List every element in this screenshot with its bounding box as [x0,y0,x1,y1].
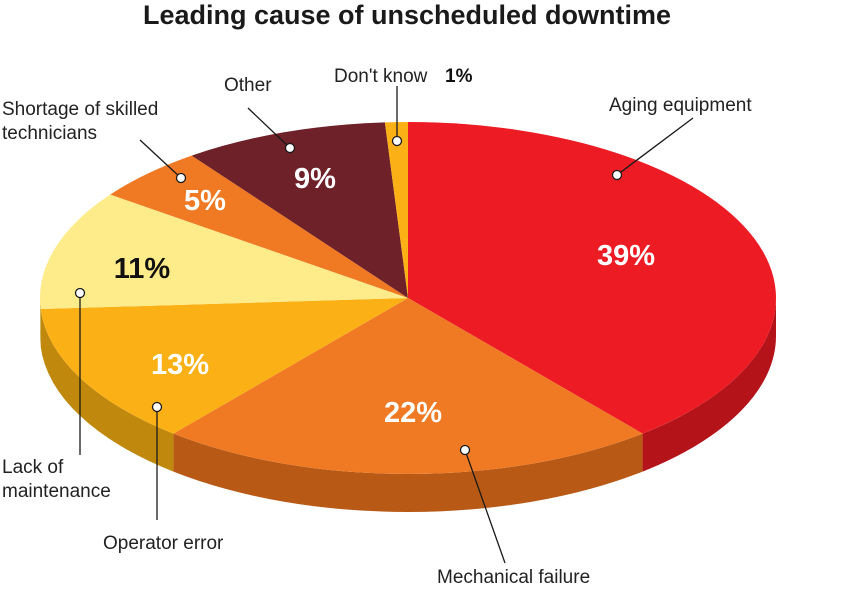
pie-side-aging-equipment [642,298,776,472]
percent-label-operator-error: 13% [151,349,209,381]
leader-dot-don-t-know [391,135,403,147]
leader-dot-shortage-of-skilled-technicians [175,172,187,184]
percent-label-other: 9% [294,163,336,195]
leader-lines [74,86,694,564]
leader-line-other [247,107,291,149]
pie-slice-mechanical-failure [173,298,643,474]
leader-dot-mechanical-failure [459,444,471,456]
percent-label-mechanical-failure: 22% [384,397,442,429]
slice-label-aging-equipment: Aging equipment [609,95,752,116]
slice-label-lack-of-maintenance: Lack of maintenance [2,457,111,502]
leader-line-mechanical-failure [464,449,506,564]
leader-dot-operator-error [151,401,163,413]
percent-labels: 39% 22% 13% 11% 5% 9% [114,163,655,429]
slice-label-operator-error: Operator error [103,533,224,554]
percent-label-lack-of-maintenance: 11% [114,253,171,285]
pie-slice-other [191,122,408,299]
leader-line-aging-equipment [616,117,694,176]
slice-label-shortage-of-skilled-technicians: Shortage of skilled technicians [2,99,158,144]
pie-side-mechanical-failure [173,433,643,512]
pie-slices [40,122,776,474]
pie-slice-operator-error [40,298,408,434]
pie-slice-shortage-of-skilled-technicians [110,155,409,298]
slice-labels: Aging equipment Mechanical failure Operato… [2,66,752,588]
pie-side-operator-error [40,309,174,472]
leader-dot-other [284,142,296,154]
pie-slice-lack-of-maintenance [40,194,409,310]
pie-slice-aging-equipment [408,122,776,434]
percent-label-aging-equipment: 39% [597,240,655,272]
percent-label-don-t-know: 1% [445,66,473,87]
chart-title: Leading cause of unscheduled downtime [143,0,671,30]
leader-dot-aging-equipment [611,169,623,181]
pie-side-lack-of-maintenance [40,298,41,348]
leader-line-shortage-of-skilled-technicians [139,139,182,179]
slice-label-don-t-know: Don't know [334,66,428,87]
slice-label-mechanical-failure: Mechanical failure [437,567,590,588]
pie-slice-don-t-know [384,122,408,298]
slice-label-other: Other [224,75,272,96]
pie-sides [40,298,776,512]
leader-dot-lack-of-maintenance [74,287,86,299]
percent-label-shortage-of-skilled-technicians: 5% [184,185,226,217]
